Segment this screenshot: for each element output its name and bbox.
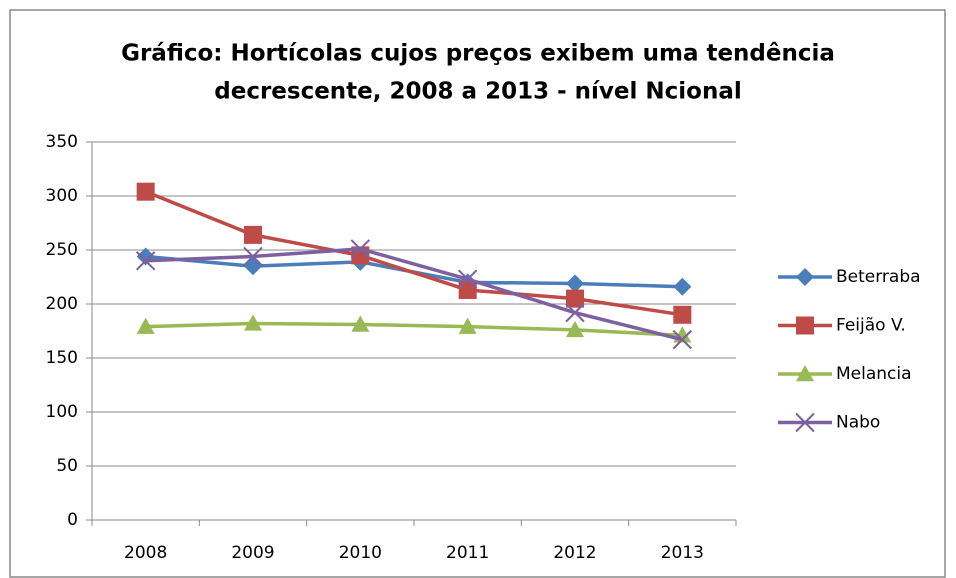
marker (566, 289, 584, 308)
chart-title: Gráfico: Hortícolas cujos preços exibem … (121, 41, 835, 67)
marker (243, 246, 263, 267)
marker (673, 305, 692, 324)
y-tick-label: 350 (46, 132, 78, 152)
marker (566, 320, 584, 338)
marker (136, 182, 155, 201)
marker (796, 316, 814, 335)
marker (351, 315, 370, 332)
y-tick-label: 200 (46, 294, 78, 314)
legend-label: Beterraba (836, 267, 921, 287)
y-tick-label: 100 (46, 402, 78, 422)
y-tick-label: 50 (56, 456, 78, 476)
x-tick-label: 2013 (661, 543, 704, 563)
marker (244, 225, 262, 244)
legend-label: Melancia (836, 364, 912, 384)
marker (244, 314, 262, 331)
marker (458, 280, 477, 299)
x-tick-label: 2008 (124, 543, 167, 563)
marker (795, 412, 815, 433)
marker (796, 268, 814, 286)
marker (566, 274, 584, 293)
legend-label: Feijão V. (836, 316, 906, 336)
marker (796, 365, 814, 382)
marker (457, 269, 478, 289)
x-tick-label: 2010 (339, 543, 382, 563)
y-tick-label: 0 (67, 510, 78, 530)
x-tick-label: 2012 (553, 543, 596, 563)
series-line (145, 190, 683, 317)
chart-frame (9, 9, 946, 578)
series-line (145, 247, 683, 342)
marker (136, 317, 155, 334)
y-tick-label: 250 (46, 240, 78, 260)
chart-title: decrescente, 2008 a 2013 - nível Ncional (214, 79, 741, 105)
marker (135, 251, 156, 271)
marker (565, 302, 585, 323)
y-tick-label: 300 (46, 186, 78, 206)
x-tick-label: 2011 (446, 543, 489, 563)
y-tick-label: 150 (46, 348, 78, 368)
legend-label: Nabo (836, 413, 880, 433)
x-tick-label: 2009 (231, 543, 274, 563)
marker (458, 317, 477, 334)
marker (673, 277, 692, 296)
marker (350, 239, 371, 259)
series-line (145, 321, 683, 338)
marker (672, 329, 693, 350)
